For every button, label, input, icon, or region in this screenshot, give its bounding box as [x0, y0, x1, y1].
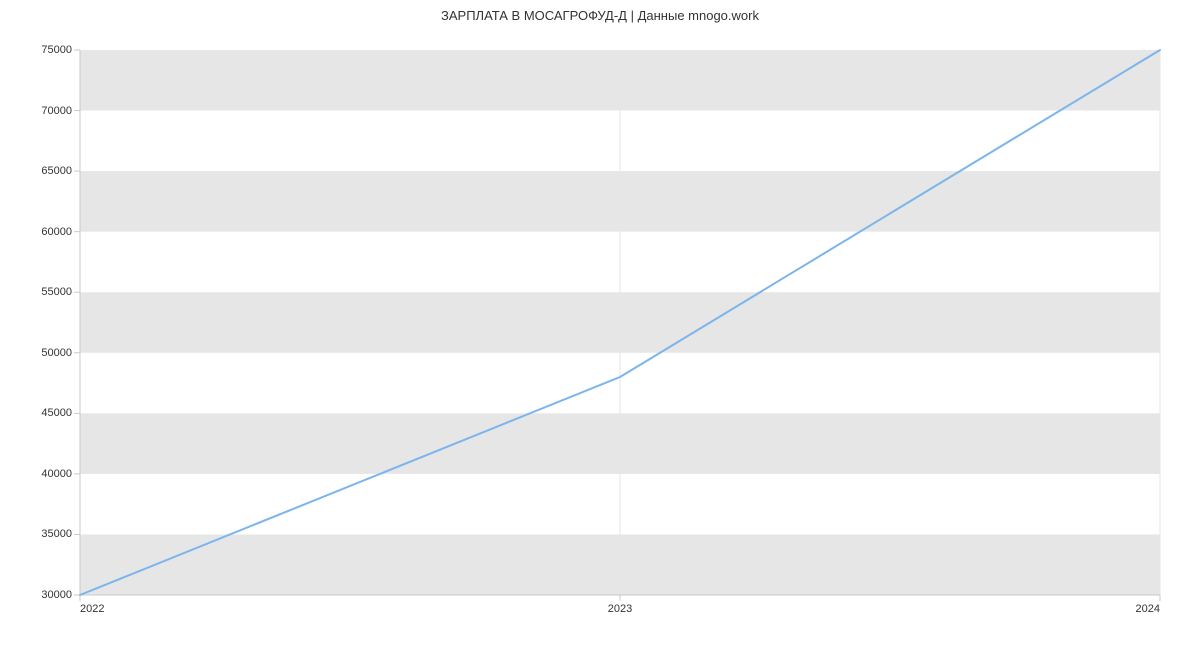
chart-container: ЗАРПЛАТА В МОСАГРОФУД-Д | Данные mnogo.w… [0, 0, 1200, 650]
y-tick-label: 40000 [0, 468, 80, 480]
y-tick-label: 30000 [0, 589, 80, 601]
y-tick-label: 75000 [0, 44, 80, 56]
x-tick-label: 2023 [608, 603, 632, 615]
y-tick-label: 55000 [0, 286, 80, 298]
y-axis-labels: 3000035000400004500050000550006000065000… [0, 50, 80, 595]
x-axis-labels: 2022 2023 2024 [80, 603, 1160, 623]
y-tick-label: 65000 [0, 165, 80, 177]
x-tick-label: 2024 [1136, 603, 1160, 615]
x-tick-label: 2022 [80, 603, 104, 615]
y-tick-label: 50000 [0, 347, 80, 359]
chart-title: ЗАРПЛАТА В МОСАГРОФУД-Д | Данные mnogo.w… [0, 8, 1200, 23]
y-tick-label: 45000 [0, 407, 80, 419]
plot-area [80, 50, 1160, 595]
y-tick-label: 35000 [0, 528, 80, 540]
y-tick-label: 70000 [0, 105, 80, 117]
y-tick-label: 60000 [0, 226, 80, 238]
